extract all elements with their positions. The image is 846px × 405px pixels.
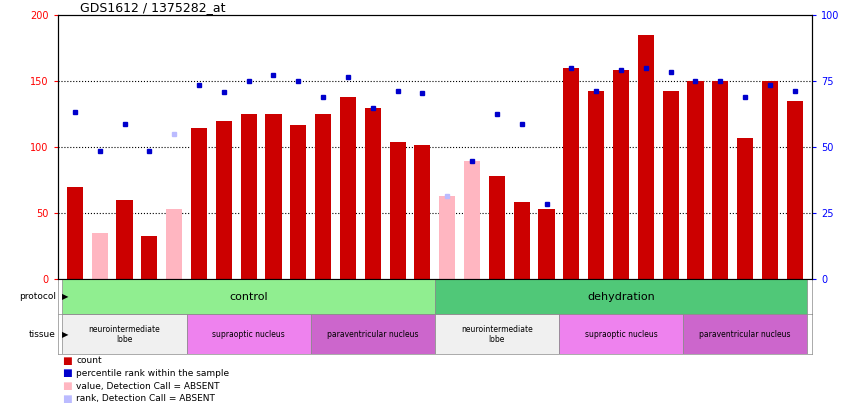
Bar xyxy=(191,128,207,279)
Bar xyxy=(315,115,331,279)
Bar xyxy=(187,314,310,354)
Bar xyxy=(762,81,778,279)
Bar xyxy=(613,70,629,279)
Bar xyxy=(63,279,435,314)
Text: protocol: protocol xyxy=(19,292,56,301)
Bar xyxy=(787,101,803,279)
Text: rank, Detection Call = ABSENT: rank, Detection Call = ABSENT xyxy=(76,394,215,403)
Text: neurointermediate
lobe: neurointermediate lobe xyxy=(461,325,533,344)
Bar xyxy=(563,68,580,279)
Bar xyxy=(712,81,728,279)
Bar xyxy=(514,202,530,279)
Bar xyxy=(539,209,555,279)
Bar xyxy=(63,314,187,354)
Bar xyxy=(365,108,381,279)
Bar xyxy=(216,121,232,279)
Text: dehydration: dehydration xyxy=(587,292,655,302)
Bar xyxy=(588,91,604,279)
Bar xyxy=(638,35,654,279)
Bar xyxy=(737,138,753,279)
Text: paraventricular nucleus: paraventricular nucleus xyxy=(700,330,791,339)
Bar xyxy=(559,314,683,354)
Bar xyxy=(439,196,455,279)
Text: ■: ■ xyxy=(62,381,72,391)
Bar xyxy=(91,233,107,279)
Text: neurointermediate
lobe: neurointermediate lobe xyxy=(89,325,161,344)
Bar xyxy=(662,91,678,279)
Bar xyxy=(415,145,431,279)
Text: control: control xyxy=(229,292,268,302)
Text: value, Detection Call = ABSENT: value, Detection Call = ABSENT xyxy=(76,382,220,390)
Bar xyxy=(117,200,133,279)
Bar xyxy=(166,209,182,279)
Bar xyxy=(464,161,481,279)
Bar xyxy=(435,279,807,314)
Text: percentile rank within the sample: percentile rank within the sample xyxy=(76,369,229,378)
Bar xyxy=(435,314,559,354)
Bar xyxy=(389,142,406,279)
Text: supraoptic nucleus: supraoptic nucleus xyxy=(585,330,657,339)
Bar xyxy=(67,187,83,279)
Bar xyxy=(489,177,505,279)
Bar xyxy=(266,115,282,279)
Bar xyxy=(340,97,356,279)
Bar xyxy=(688,81,704,279)
Text: ■: ■ xyxy=(62,356,72,366)
Text: count: count xyxy=(76,356,102,365)
Text: ■: ■ xyxy=(62,369,72,378)
Text: tissue: tissue xyxy=(29,330,56,339)
Bar xyxy=(310,314,435,354)
Bar xyxy=(683,314,807,354)
Bar xyxy=(141,236,157,279)
Text: ▶: ▶ xyxy=(62,292,69,301)
Bar xyxy=(290,125,306,279)
Text: GDS1612 / 1375282_at: GDS1612 / 1375282_at xyxy=(80,1,226,14)
Text: ▶: ▶ xyxy=(62,330,69,339)
Bar xyxy=(240,115,256,279)
Text: supraoptic nucleus: supraoptic nucleus xyxy=(212,330,285,339)
Text: ■: ■ xyxy=(62,394,72,404)
Text: paraventricular nucleus: paraventricular nucleus xyxy=(327,330,419,339)
